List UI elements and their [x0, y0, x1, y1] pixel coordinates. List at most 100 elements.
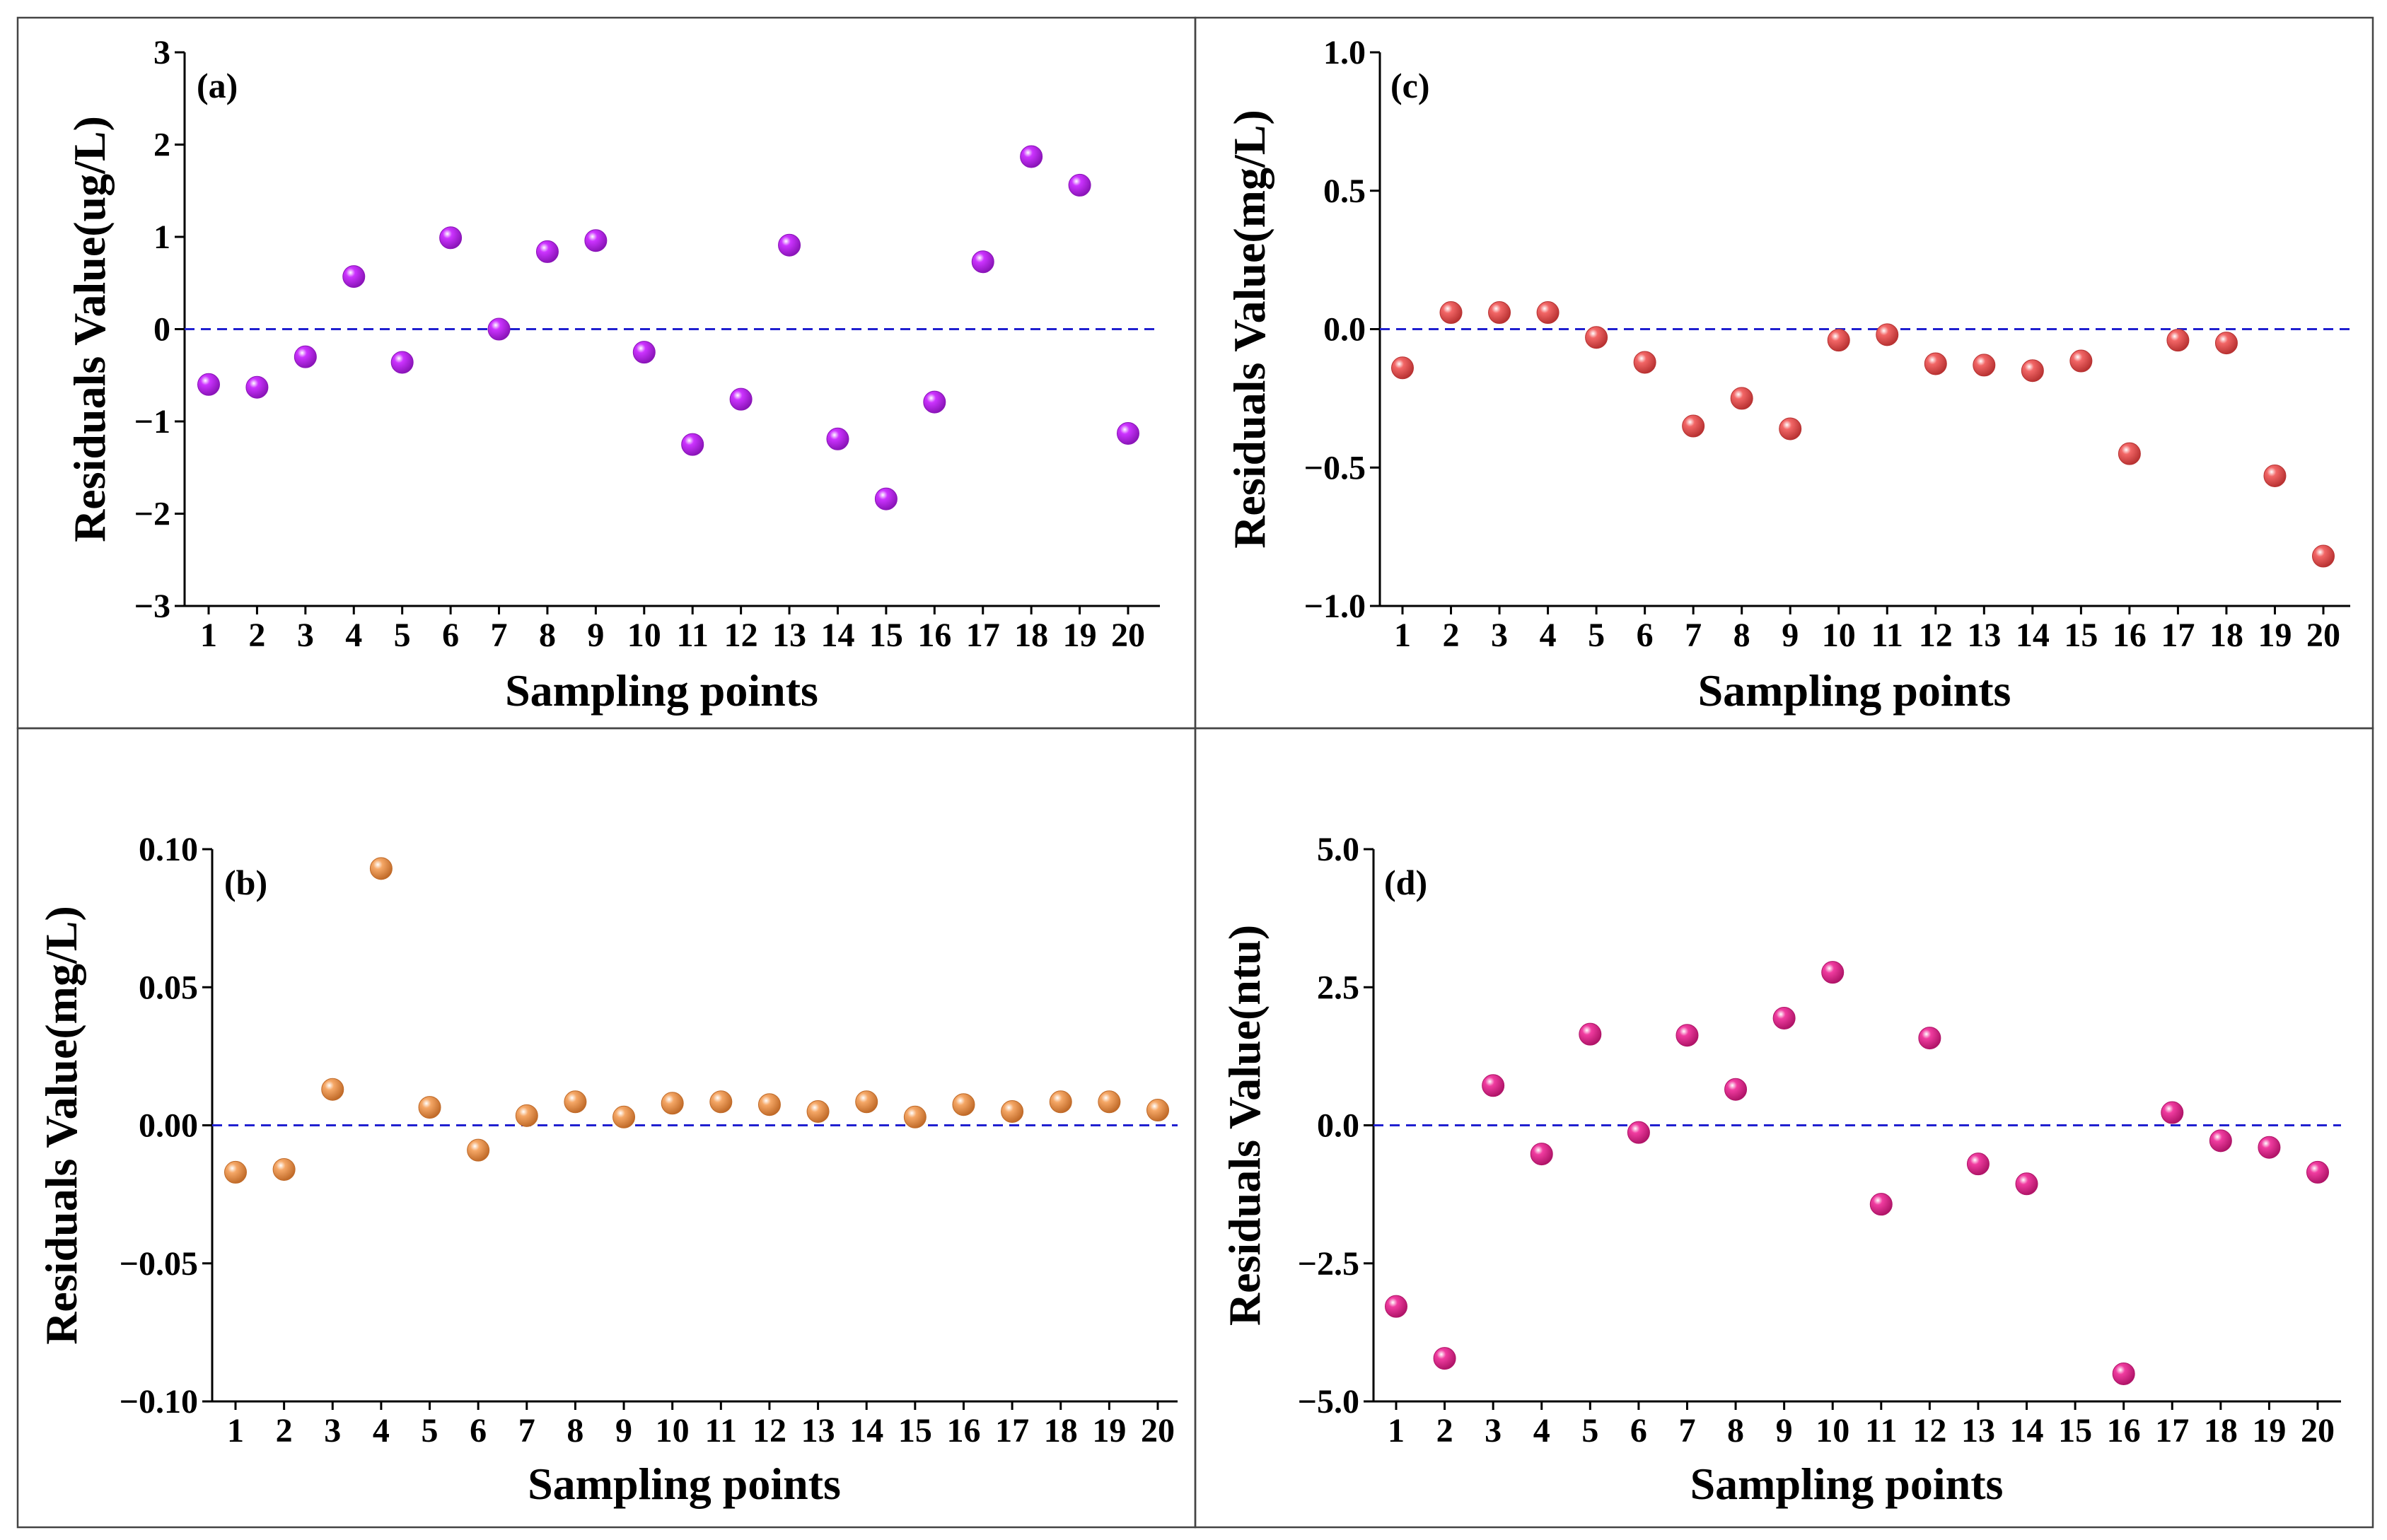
y-tick-label: 2: [153, 127, 170, 164]
x-axis-title: Sampling points: [1698, 665, 2011, 716]
data-point: [584, 229, 608, 252]
y-tick-label: 0.0: [1317, 1107, 1359, 1145]
data-point: [2118, 442, 2141, 465]
data-point: [1682, 414, 1705, 438]
x-tick-label: 4: [1540, 617, 1557, 654]
x-tick-label: 9: [587, 617, 604, 654]
data-point: [390, 351, 414, 374]
x-tick-label: 5: [1588, 617, 1605, 654]
data-point: [515, 1104, 538, 1127]
data-point: [1585, 326, 1608, 349]
data-point: [923, 390, 946, 414]
panel-frame-4: [1194, 727, 2374, 1529]
data-point: [1098, 1090, 1121, 1114]
data-point: [729, 387, 753, 411]
data-point: [661, 1092, 684, 1115]
data-point: [321, 1078, 344, 1101]
x-tick-label: 13: [1961, 1412, 1995, 1449]
x-tick-label: 16: [2113, 617, 2147, 654]
y-tick-label: −0.10: [120, 1383, 198, 1421]
x-tick-label: 14: [2010, 1412, 2044, 1449]
panel-label: (d): [1384, 863, 1427, 902]
data-point: [778, 233, 801, 257]
y-tick-label: −2.5: [1298, 1245, 1359, 1283]
y-tick-label: −2: [134, 496, 170, 533]
panel-label: (a): [197, 66, 238, 105]
data-point: [1146, 1099, 1169, 1122]
y-tick-label: 0.00: [139, 1107, 198, 1145]
data-point: [2021, 359, 2044, 383]
x-tick-label: 20: [2301, 1412, 2335, 1449]
data-point: [632, 341, 656, 364]
data-point: [1391, 356, 1414, 380]
y-tick-label: 0.10: [139, 831, 198, 868]
x-tick-label: 11: [705, 1412, 737, 1449]
x-tick-label: 4: [1533, 1412, 1550, 1449]
y-tick-label: −5.0: [1298, 1383, 1359, 1421]
data-point: [2312, 544, 2335, 568]
y-tick-label: 0: [153, 311, 170, 349]
data-point: [294, 345, 317, 368]
data-point: [2069, 349, 2093, 373]
x-tick-label: 11: [1871, 617, 1903, 654]
x-tick-label: 18: [1044, 1412, 1078, 1449]
x-tick-label: 9: [1782, 617, 1799, 654]
x-tick-label: 5: [422, 1412, 439, 1449]
x-tick-label: 20: [2306, 617, 2340, 654]
x-tick-label: 8: [1733, 617, 1750, 654]
x-tick-label: 14: [849, 1412, 883, 1449]
y-axis-title: Residuals Value(mg/L): [1224, 110, 1274, 549]
x-tick-label: 3: [297, 617, 314, 654]
y-tick-label: 5.0: [1317, 831, 1359, 868]
data-point: [197, 373, 220, 396]
chart-panel-c: −1.0−0.50.00.51.01 2 3 4 5 6 7 8 9 10 11 12 13 14 15 16…: [1224, 34, 2350, 716]
data-point: [1627, 1121, 1650, 1144]
y-axis-title: Residuals Value(ug/L): [64, 116, 115, 542]
x-tick-label: 16: [946, 1412, 980, 1449]
data-point: [2263, 464, 2287, 487]
data-point: [1876, 323, 1899, 346]
x-tick-label: 13: [772, 617, 806, 654]
data-point: [535, 240, 559, 263]
data-point: [1724, 1078, 1748, 1101]
data-point: [952, 1093, 975, 1116]
x-tick-label: 13: [1967, 617, 2001, 654]
x-tick-label: 10: [1816, 1412, 1849, 1449]
x-axis-title: Sampling points: [1690, 1459, 2004, 1509]
data-point: [1675, 1024, 1699, 1047]
x-tick-label: 10: [656, 1412, 690, 1449]
y-tick-label: −1.0: [1304, 588, 1366, 625]
data-point: [681, 433, 704, 456]
x-axis-title: Sampling points: [528, 1459, 841, 1509]
y-tick-label: 0.05: [139, 969, 198, 1006]
data-point: [1530, 1143, 1553, 1166]
x-tick-label: 20: [1111, 617, 1145, 654]
x-tick-label: 4: [373, 1412, 390, 1449]
data-point: [439, 226, 463, 250]
x-tick-label: 2: [1436, 1412, 1453, 1449]
data-point: [1918, 1027, 1941, 1050]
x-tick-label: 7: [491, 617, 508, 654]
data-point: [2112, 1362, 2135, 1385]
x-tick-label: 15: [898, 1412, 932, 1449]
x-tick-label: 1: [227, 1412, 244, 1449]
y-tick-label: 1: [153, 218, 170, 256]
data-point: [874, 487, 898, 511]
data-point: [1439, 301, 1463, 325]
data-point: [224, 1160, 247, 1184]
x-tick-label: 3: [324, 1412, 341, 1449]
x-tick-label: 19: [1063, 617, 1097, 654]
x-tick-label: 9: [615, 1412, 632, 1449]
data-point: [2258, 1136, 2281, 1159]
x-tick-label: 2: [1443, 617, 1460, 654]
data-point: [806, 1099, 830, 1123]
x-tick-label: 5: [1581, 1412, 1598, 1449]
x-tick-label: 6: [1630, 1412, 1647, 1449]
data-point: [1001, 1099, 1024, 1123]
data-point: [1869, 1193, 1893, 1216]
x-tick-label: 16: [917, 617, 951, 654]
x-tick-label: 7: [1685, 617, 1702, 654]
x-tick-label: 15: [2064, 617, 2098, 654]
y-tick-label: −0.05: [120, 1245, 198, 1283]
